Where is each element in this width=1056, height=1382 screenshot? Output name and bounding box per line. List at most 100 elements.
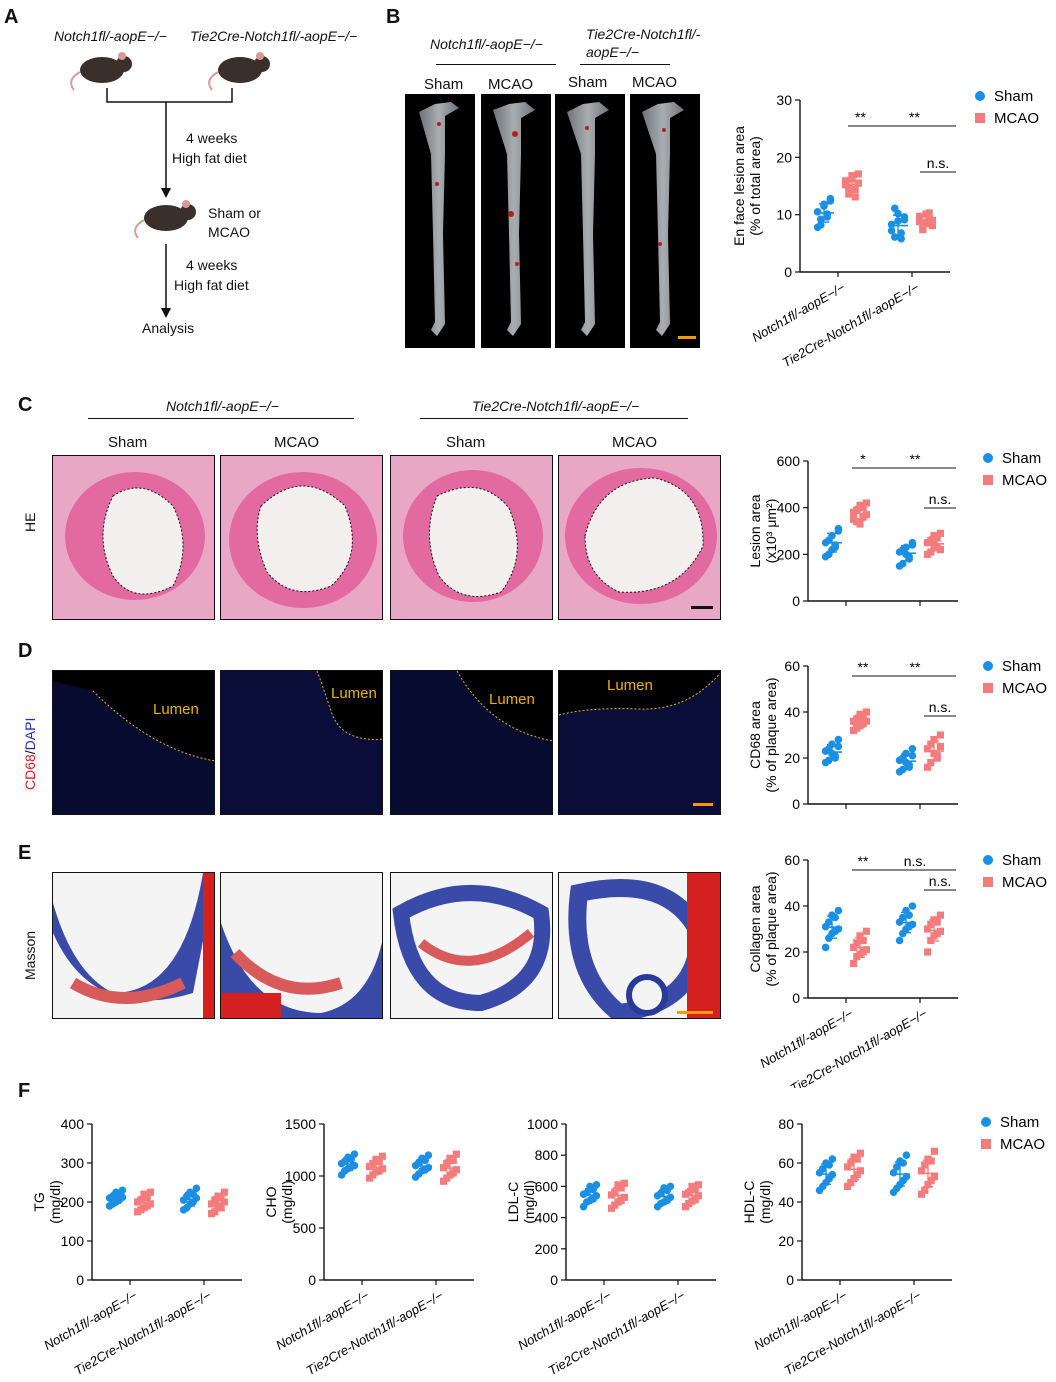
data-point-mcao [859,936,867,945]
data-point-mcao [685,1189,693,1197]
chart-f-tg: 0100200300400TG(mg/dl)Notch1fl/-aopE−/−T… [31,1116,242,1378]
data-point-sham [834,742,843,751]
b-condition-label: MCAO [632,74,677,91]
data-point-sham [350,1161,359,1170]
significance-label: ** [909,109,920,125]
x-category-label: Tie2Cre-Notch1fl/-aopE−/− [788,1005,930,1088]
data-point-mcao [862,946,870,954]
chart-f-hdl: 020406080HDL-C(mg/dl)ShamMCAONotch1fl/-a… [741,1114,1045,1378]
chart-d: 0 20 40 60 CD68 area(% of plaque area) ** ** n.… [748,658,1047,812]
data-point-sham [815,1186,824,1195]
data-point-sham [821,758,830,767]
surgery-label-1: Sham or [208,205,261,221]
y-axis-label: Collagen area(% of plaque area) [748,871,779,986]
data-point-sham [834,735,843,744]
data-point-sham [897,229,905,237]
data-point-sham [891,204,899,213]
cd68-image-mcao-tie2: Lumen [558,670,721,815]
data-point-mcao [924,763,932,771]
data-point-mcao [137,1196,145,1204]
y-axis-label: Lesion area(x10³ μm²) [748,494,779,567]
data-point-mcao [862,927,870,935]
he-row-label: HE [22,512,38,532]
x-category-label: Tie2Cre-Notch1fl/-aopE−/− [780,279,922,370]
masson-image-mcao-tie2 [558,872,721,1019]
lumen-label: Lumen [489,691,535,708]
legend-label-sham: Sham [1002,852,1041,869]
step2-diet: High fat diet [174,277,249,293]
legend-marker-sham [983,855,993,865]
lumen-label: Lumen [331,685,377,702]
data-point-sham [893,1163,901,1171]
legend-marker-mcao [975,113,985,123]
data-point-mcao [919,225,927,234]
legend-marker-sham [975,91,985,101]
data-point-mcao [924,925,932,933]
data-point-mcao [847,1178,855,1187]
data-point-sham [337,1171,346,1179]
b-condition-label: MCAO [488,76,533,93]
y-axis-label: HDL-C(mg/dl) [741,1180,773,1224]
data-point-sham [908,751,917,760]
data-point-sham [415,1158,423,1167]
data-point-sham [834,906,843,915]
panel-label-f: F [18,1080,31,1102]
he-image-sham-tie2 [390,455,553,620]
scale-bar [678,336,696,339]
data-point-mcao [844,1182,852,1190]
data-point-mcao [845,190,853,198]
legend-marker-mcao [983,475,993,485]
data-point-mcao [862,499,870,507]
y-tick-label: 500 [293,1220,317,1236]
y-axis-label: CHO(mg/dl) [263,1180,295,1224]
data-point-sham [825,1161,833,1169]
data-point-mcao [862,511,870,519]
he-image-sham-notch [52,455,215,620]
data-point-sham [424,1163,433,1172]
data-point-mcao [220,1198,228,1206]
legend-label-sham: Sham [1000,1114,1039,1131]
data-point-mcao [211,1196,219,1204]
y-tick-label: 1000 [285,1168,316,1184]
data-point-sham [889,1188,898,1197]
data-point-mcao [927,1176,935,1185]
data-point-sham [908,541,917,549]
mouse-icon [208,52,270,91]
data-point-sham [341,1157,349,1166]
data-point-mcao [936,731,944,739]
aorta-image-sham-tie2 [555,94,625,348]
data-point-mcao [452,1166,460,1174]
aorta-image-mcao-notch [481,94,551,348]
data-point-sham [192,1194,201,1202]
data-point-mcao [608,1204,616,1212]
x-category-label: Tie2Cre-Notch1fl/-aopE−/− [72,1287,214,1378]
data-point-mcao [930,736,938,744]
y-tick-label: 80 [778,1116,794,1132]
significance-label: * [860,451,866,467]
data-point-mcao [853,715,861,723]
panel-label-c: C [18,394,33,416]
data-point-mcao [146,1200,154,1208]
scale-bar [691,606,713,609]
significance-label: ** [910,659,921,675]
y-tick-label: 1500 [285,1116,316,1132]
significance-label: ** [858,659,869,675]
data-point-mcao [927,1157,935,1165]
legend-marker-mcao [981,1139,991,1149]
y-tick-label: 100 [61,1233,85,1249]
he-image-mcao-notch [220,455,383,620]
y-axis-label: CD68 area(% of plaque area) [748,677,779,792]
data-point-sham [899,913,907,922]
y-tick-label: 0 [792,796,800,812]
mouse1-label: Notch1fl/-aopE−/− [54,28,167,44]
data-point-mcao [369,1159,377,1168]
surgery-label-2: MCAO [208,224,250,240]
data-point-sham [579,1202,588,1211]
y-tick-label: 400 [61,1116,85,1132]
data-point-mcao [366,1174,374,1182]
data-point-sham [887,226,896,235]
data-point-mcao [854,170,862,178]
legend-label-mcao: MCAO [1002,680,1047,697]
data-point-mcao [930,1147,938,1155]
c-group2-heading: Tie2Cre-Notch1fl/-aopE−/− [472,398,640,414]
